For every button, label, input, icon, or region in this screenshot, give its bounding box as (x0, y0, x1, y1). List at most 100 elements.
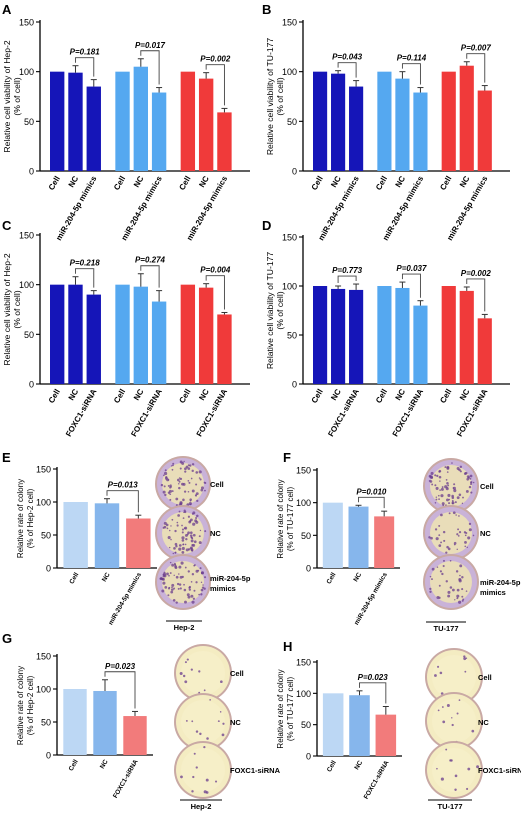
colony-dot (161, 589, 165, 593)
colony-dot (444, 466, 447, 469)
significance-bracket (205, 275, 225, 310)
colony-dot (454, 774, 458, 778)
colony-dot (476, 765, 480, 769)
colony-dot (465, 590, 468, 592)
colony-dot (175, 575, 179, 579)
colony-dot (435, 486, 439, 490)
panel-b-axes: 0 50 100 150 B Relative cell viability of TU-… (262, 2, 510, 242)
colony-dot (456, 712, 459, 715)
colony-dot (190, 539, 194, 543)
panel-letter: A (2, 2, 12, 17)
colony-dot (190, 594, 194, 598)
colony-dot (445, 487, 449, 491)
colony-dot (191, 720, 194, 723)
colony-dot (168, 574, 170, 577)
significance-bracket (140, 50, 160, 85)
colony-dot (434, 528, 438, 531)
colony-dot (172, 462, 175, 465)
colony-dot (431, 578, 433, 581)
bar (331, 288, 346, 384)
colony-dot (471, 729, 475, 733)
colony-dot (442, 564, 445, 568)
colony-dot (163, 474, 165, 477)
colony-dot (176, 524, 179, 527)
bar (68, 72, 83, 171)
y-axis-label: (% of cell) (275, 77, 285, 115)
colony-dot (179, 467, 182, 470)
colony-dot (178, 573, 180, 575)
colony-dot (456, 597, 459, 600)
colony-dot (178, 547, 182, 551)
photo-caption: TU-177 (433, 624, 458, 633)
colony-dot (453, 489, 457, 493)
colony-dot (167, 484, 170, 487)
y-tick-label: 150 (296, 466, 311, 476)
colony-dot (201, 586, 205, 589)
colony-dot (191, 600, 195, 604)
panel-g-colony-photos: Cell NC FOXC1-siRNA Hep-2 (174, 644, 281, 811)
bar (313, 71, 328, 171)
colony-dot (197, 569, 200, 572)
colony-dot (193, 540, 197, 544)
y-axis-label: (% of cell) (275, 291, 285, 329)
colony-dot (443, 539, 446, 542)
colony-dot (467, 536, 471, 540)
bar (180, 284, 196, 384)
photo-label: Cell (230, 669, 244, 678)
x-tick-label: Cell (326, 759, 338, 773)
colony-dot (451, 499, 454, 502)
colony-dot (174, 551, 177, 554)
x-tick-label: NC (329, 174, 343, 189)
colony-dot (189, 498, 192, 501)
colony-dot (436, 566, 439, 568)
colony-dot (447, 594, 451, 598)
x-tick-label: miR-204-5p mimics (107, 571, 143, 626)
y-tick-label: 0 (292, 380, 297, 390)
y-axis-label: (% of TU-177 cell) (286, 487, 295, 552)
colony-dot (172, 464, 174, 467)
colony-dot (451, 502, 454, 505)
photo-label: miR-204-5p (210, 574, 251, 583)
colony-dot (439, 489, 441, 491)
colony-dot (446, 465, 450, 469)
colony-dot (442, 559, 445, 562)
significance-bracket (359, 682, 387, 704)
panel-letter: E (2, 450, 11, 465)
p-value-label: P=0.023 (105, 662, 136, 671)
colony-dot (184, 526, 188, 530)
colony-dot (191, 573, 195, 576)
colony-dot (182, 674, 186, 678)
colony-dot (454, 788, 457, 791)
colony-dot (179, 587, 182, 590)
colony-dot (180, 561, 184, 565)
colony-dot (203, 745, 206, 749)
significance-bracket (466, 278, 486, 312)
colony-dot (189, 503, 192, 506)
x-tick-label: FOXC1-siRNA (363, 759, 391, 800)
colony-dot (448, 502, 451, 505)
colony-dot (199, 529, 202, 532)
photo-caption: Hep-2 (174, 623, 195, 632)
colony-dot (463, 655, 466, 658)
colony-dot (222, 722, 225, 725)
colony-dot (166, 527, 169, 530)
colony-dot (442, 720, 446, 724)
colony-dot (468, 485, 472, 489)
colony-dot (458, 600, 462, 604)
colony-dot (169, 484, 172, 487)
colony-dot (447, 590, 451, 594)
colony-dot (189, 464, 192, 467)
bar (123, 716, 147, 755)
bar (413, 92, 428, 171)
petri-dish-inner (432, 748, 476, 792)
colony-dot (444, 485, 448, 489)
colony-dot (464, 670, 467, 673)
colony-dot (450, 759, 453, 762)
colony-dot (470, 491, 473, 494)
colony-dot (178, 486, 181, 490)
colony-dot (440, 777, 444, 781)
colony-dot (167, 587, 171, 590)
panel-h-axes: 0 50 100 150 H Relative rate of colony (% of T… (276, 639, 402, 801)
colony-dot (164, 469, 167, 472)
colony-dot (174, 529, 177, 533)
